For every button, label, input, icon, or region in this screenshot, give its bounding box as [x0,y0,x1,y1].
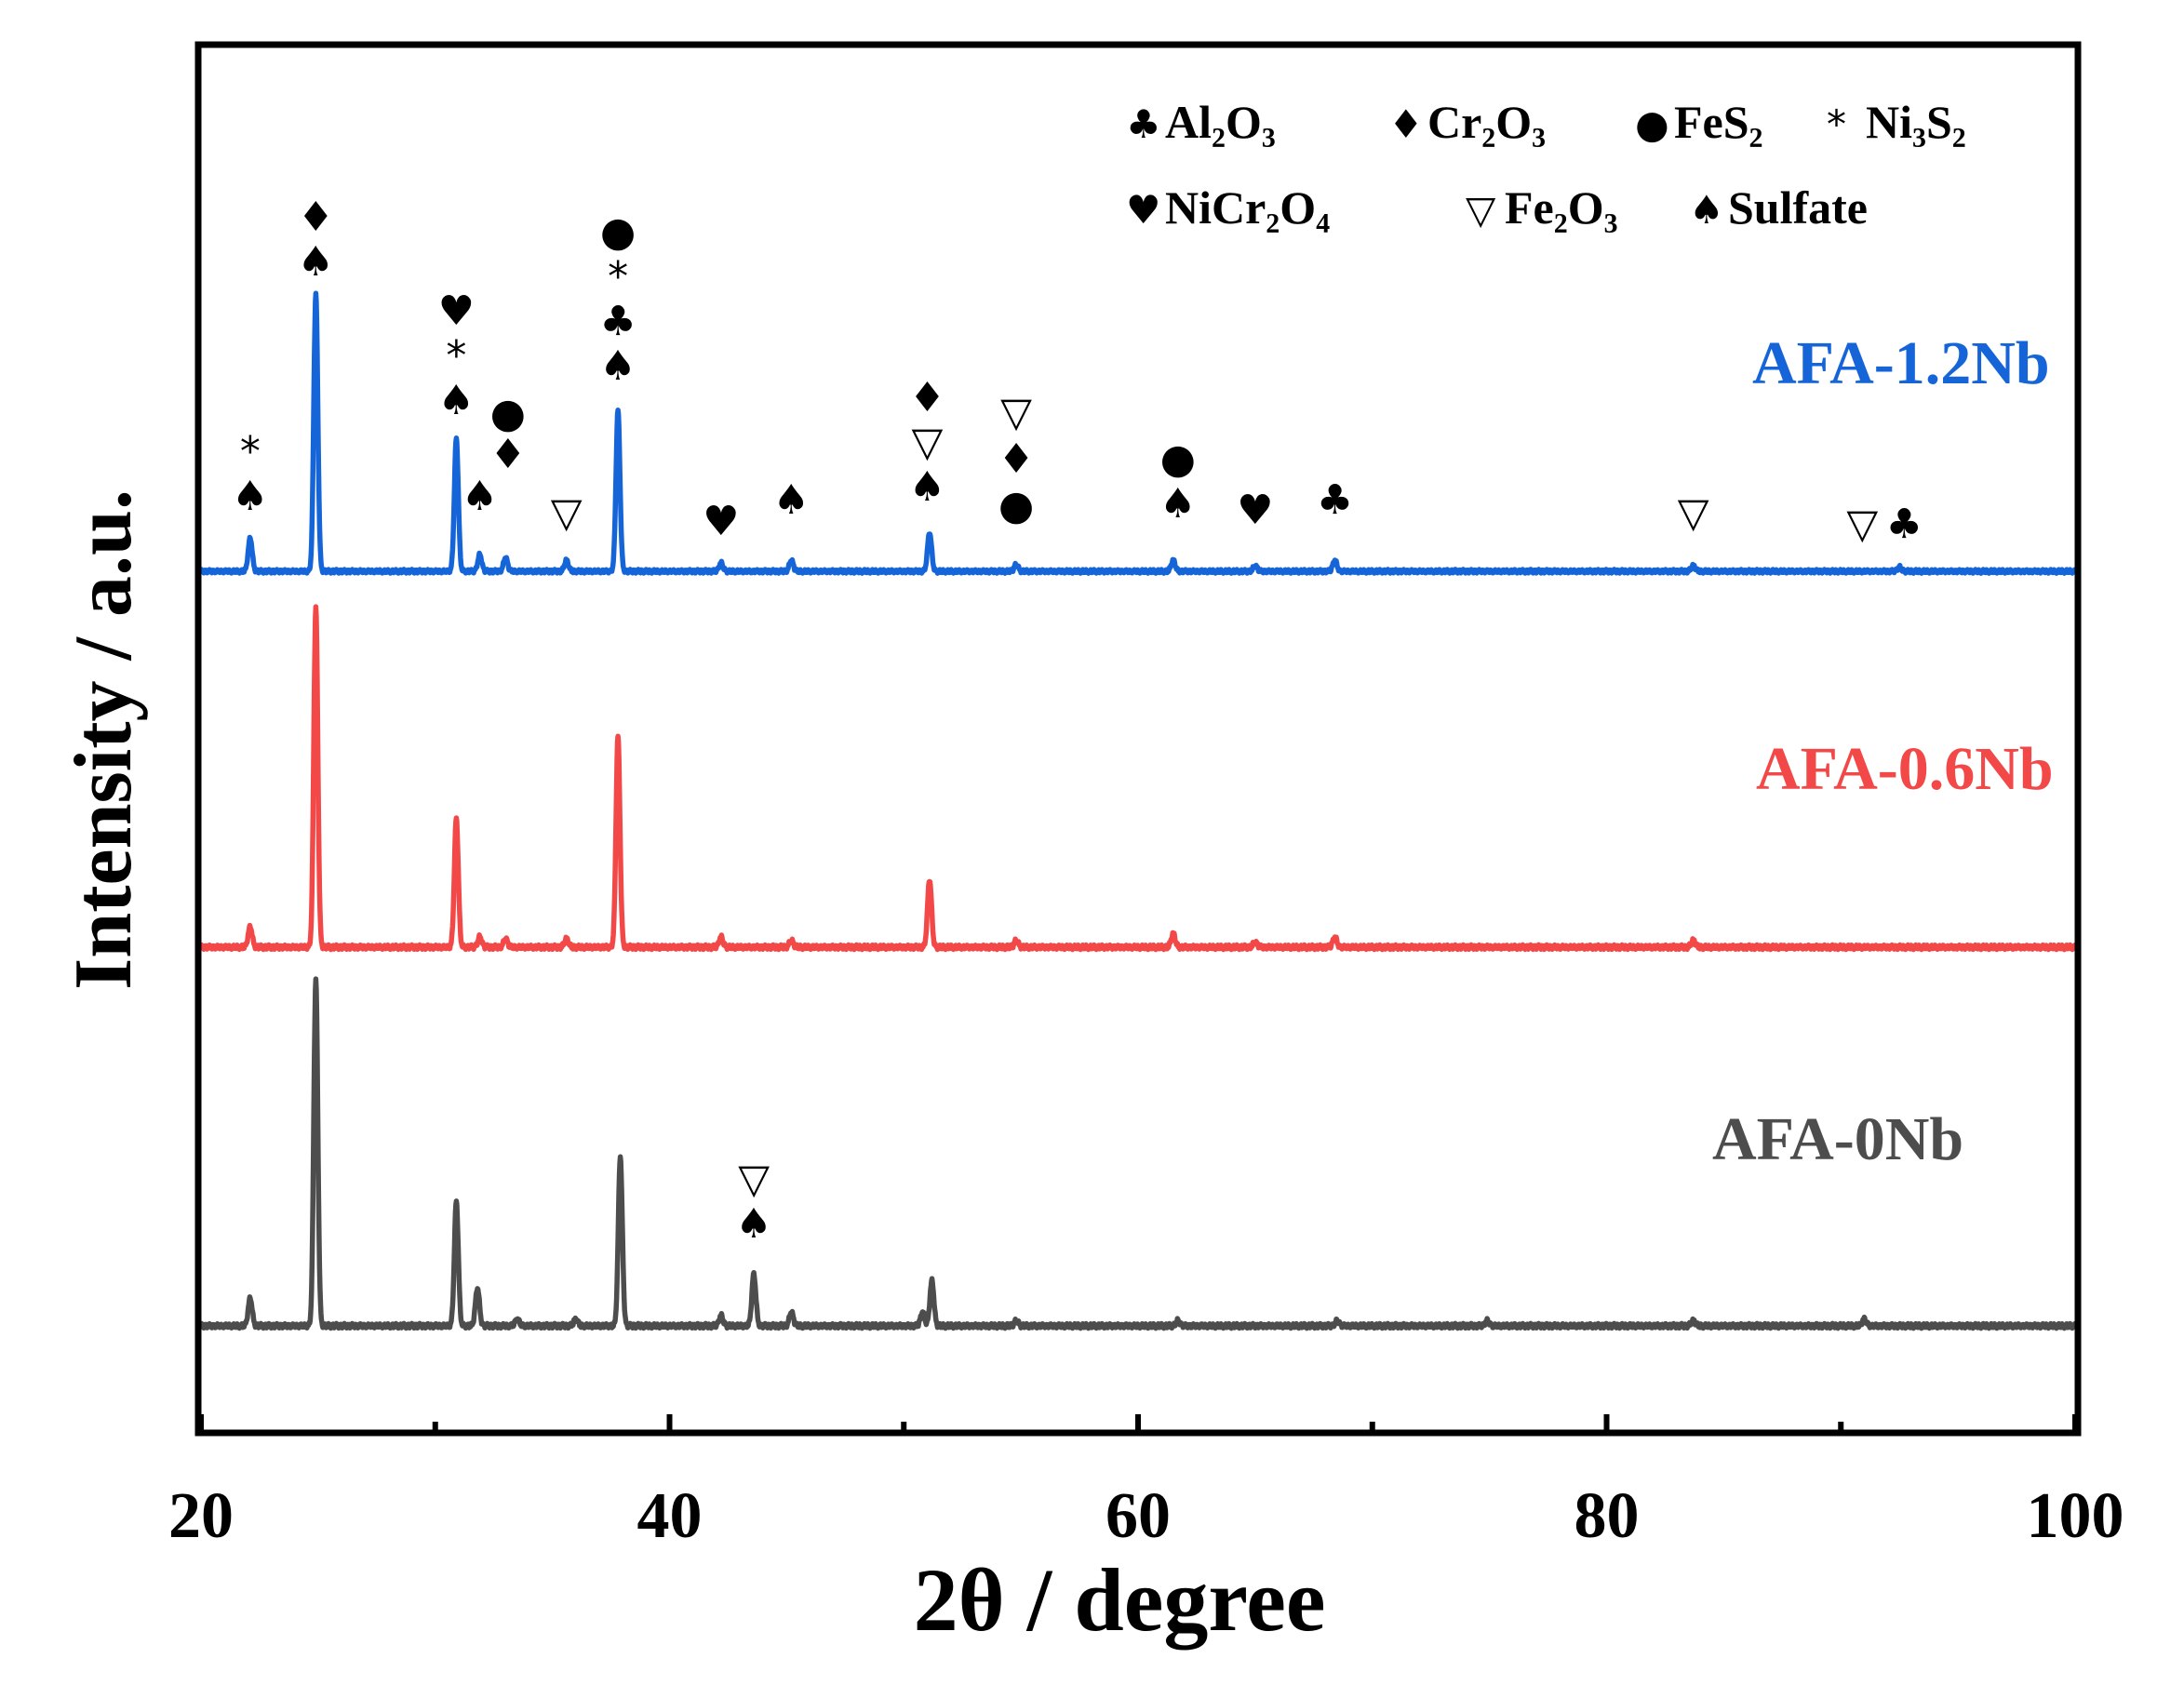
legend-label: Ni₃S₂ [1866,96,1966,148]
legend-entry-cr2o3: ♦ Cr₂O₃ [1388,96,1546,148]
peak-symbol: ♥ [1237,487,1273,534]
peak-symbol: * [446,332,466,380]
peak-symbol: ● [998,482,1034,529]
peak-annotation-42-2: ♥ [703,498,739,545]
x-axis-title: 2θ / degree [914,1550,1326,1650]
legend-symbol: * [1827,101,1846,147]
series-line-afa-0-6nb [198,604,2078,953]
peak-annotation-43-6: ♠▽ [735,1156,771,1248]
peak-symbol: * [608,253,628,301]
peak-annotation-90-6: ▽ [1846,501,1878,548]
peak-symbol: ♠ [735,1200,771,1248]
legend-label: NiCr₂O₄ [1165,181,1330,234]
legend-symbol: ♥ [1126,187,1161,233]
peak-symbol: ▽ [912,419,944,466]
legend-label: Al₂O₃ [1165,96,1276,148]
legend-entry-sulfate: ♠ Sulfate [1689,181,1868,234]
x-tick-label: 20 [168,1480,234,1552]
peak-symbol: ♣ [599,298,636,345]
peak-annotation-35-6: ▽ [551,489,583,537]
peak-annotation-30-9: ♠*♥ [438,288,475,424]
x-tick-label: 80 [1574,1480,1640,1552]
peak-symbol: * [240,428,261,475]
peak-symbol: ♠ [438,377,475,424]
peak-symbol: ▽ [1678,489,1709,537]
peak-annotation-45-2: ♠ [773,476,810,524]
peak-symbol: ♠ [232,473,268,520]
peak-symbol: ♦ [298,194,334,241]
peak-symbol: ▽ [1846,501,1878,548]
peak-annotation-54-8: ●♦▽ [998,389,1034,529]
legend-symbol: ♠ [1689,187,1724,233]
peak-annotation-33-1: ♦● [489,390,526,478]
peak-symbol: ♠ [462,473,498,520]
peak-symbol: ● [600,208,636,256]
peak-symbol: ♦ [909,374,945,421]
legend-symbol: ▽ [1466,187,1496,233]
series-label-afa-0nb: AFA-0Nb [1712,1105,1963,1173]
peak-symbol: ♠ [599,342,636,390]
peak-annotation-83-7: ▽ [1678,489,1709,537]
peak-symbol: ▽ [738,1156,770,1203]
peak-symbol: ♦ [998,435,1034,483]
legend-entry-nicr2o4: ♥ NiCr₂O₄ [1126,181,1330,234]
series-layer [198,290,2078,1331]
peak-symbol: ● [1160,435,1196,483]
peak-symbol: ▽ [1000,389,1032,436]
peak-annotation-31-9: ♠ [462,473,498,520]
y-axis-title: Intensity / a.u. [59,489,149,990]
peak-annotation-37-8: ♠♣*● [599,208,636,390]
peak-symbol: ♠ [1159,480,1196,528]
series-label-afa-1-2nb: AFA-1.2Nb [1752,329,2050,397]
x-tick-label: 100 [2027,1480,2124,1552]
legend-entry-al2o3: ♣ Al₂O₃ [1126,96,1276,148]
legend-symbol: ♣ [1126,101,1161,147]
legend: ♣ Al₂O₃ ♦ Cr₂O₃ ● FeS₂ * Ni₃S₂ ♥ NiCr₂O₄ ▽ Fe₂O₃ ♠ Su… [1126,96,1966,234]
legend-label: Cr₂O₃ [1427,96,1546,148]
peak-annotation-layer: ♠*♠♦♠*♥♠♦●▽♠♣*●♥ ♠ ♠▽♦●♦▽♠●♥ ♣ ▽ ▽ ♣♠▽ [232,194,1923,1248]
peak-annotation-61-7: ♠● [1159,435,1196,528]
peak-symbol: ♦ [489,431,526,478]
peak-symbol: ♥ [438,288,475,335]
peak-symbol: ♣ [1317,476,1353,524]
peak-annotation-51: ♠▽♦ [909,374,945,511]
peak-annotation-24-9: ♠♦ [298,194,334,286]
x-tick-label: 60 [1105,1480,1171,1552]
legend-symbol: ♦ [1388,101,1424,147]
peak-symbol: ♠ [909,463,945,511]
peak-symbol: ♣ [1885,501,1922,548]
legend-entry-fe2o3: ▽ Fe₂O₃ [1466,181,1618,234]
peak-annotation-65: ♥ [1237,487,1273,534]
peak-symbol: ▽ [551,489,583,537]
x-axis-ticks: 20 40 60 80 100 [168,1414,2124,1552]
series-line-afa-1-2nb [198,290,2078,576]
series-labels: AFA-1.2Nb AFA-0.6Nb AFA-0Nb [1712,329,2054,1173]
peak-annotation-22-1: ♠* [232,428,268,520]
peak-annotation-68-4: ♣ [1317,476,1353,524]
peak-symbol: ● [490,390,526,437]
series-line-afa-0nb [198,976,2078,1331]
peak-symbol: ♥ [703,498,739,545]
peak-symbol: ♠ [298,238,334,286]
legend-label: Sulfate [1728,181,1868,234]
legend-label: FeS₂ [1674,96,1763,148]
series-label-afa-0-6nb: AFA-0.6Nb [1756,735,2054,803]
legend-entry-fes2: ● FeS₂ [1635,96,1763,148]
legend-symbol: ● [1635,101,1669,147]
legend-entry-ni3s2: * Ni₃S₂ [1827,96,1966,148]
legend-label: Fe₂O₃ [1505,181,1618,234]
peak-annotation-92-7: ♣ [1885,501,1922,548]
peak-symbol: ♠ [773,476,810,524]
x-tick-label: 40 [637,1480,703,1552]
